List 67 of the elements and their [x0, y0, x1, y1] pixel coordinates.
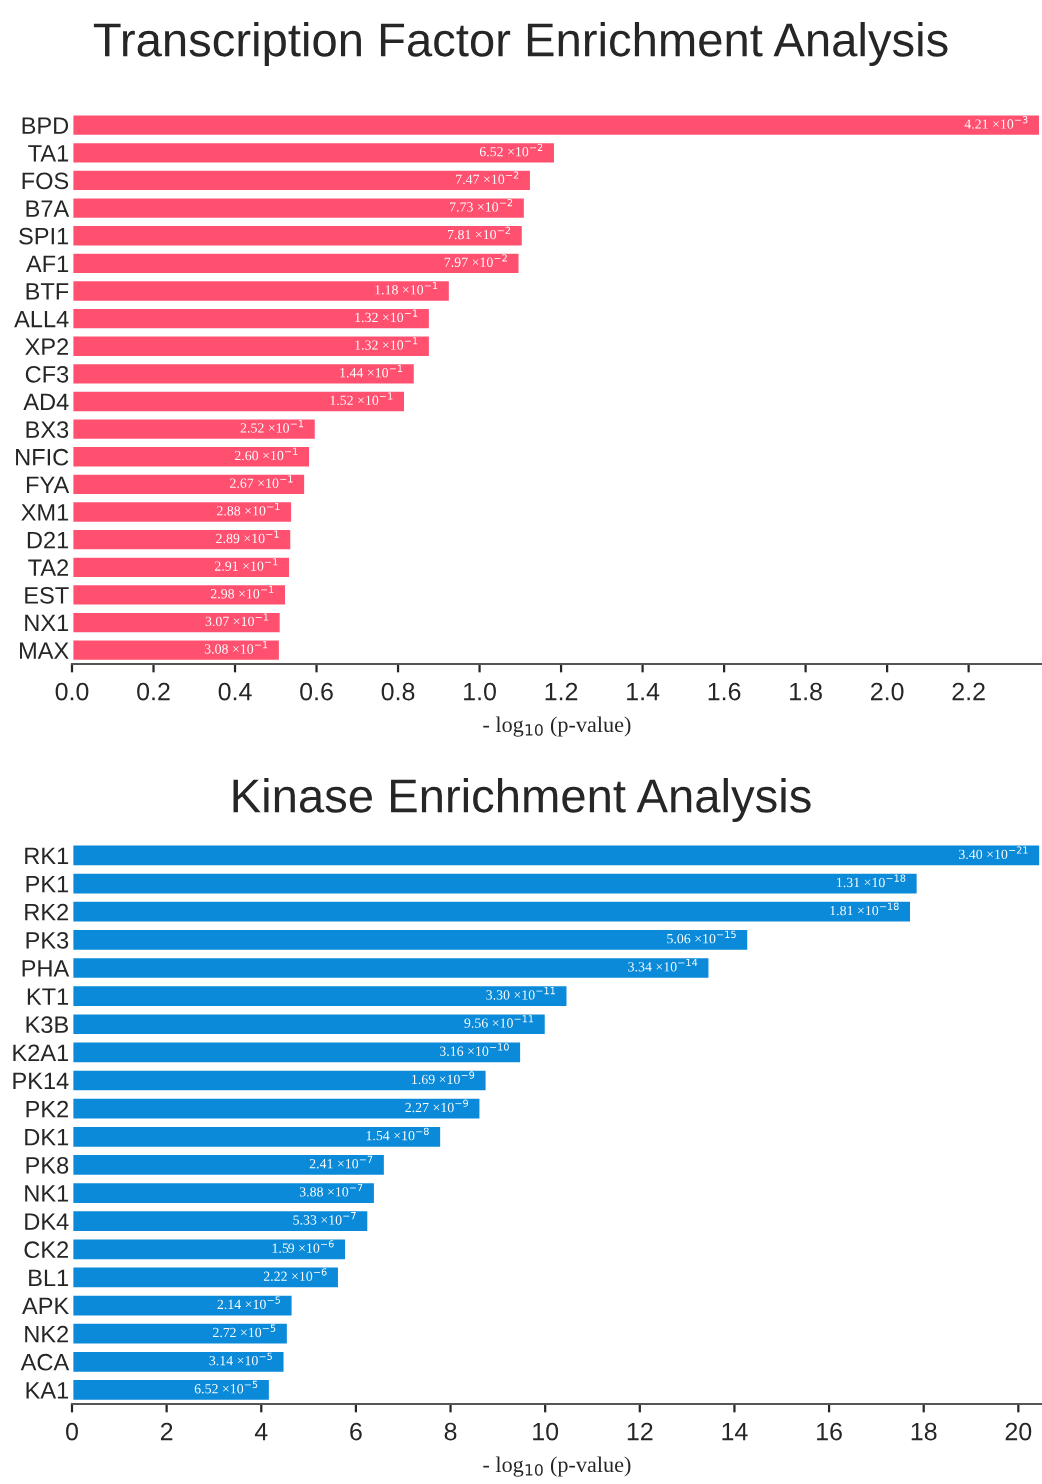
y-tick-label: NK2 [25, 1325, 69, 1343]
x-tick-label: 1.0 [464, 682, 496, 701]
x-axis-title: - log$_{10}$ (p-value) [483, 1456, 631, 1477]
x-tick-label: 1.6 [708, 682, 741, 701]
y-tick-label: KT1 [27, 988, 69, 1005]
y-tick-label: D21 [27, 531, 69, 549]
y-tick-label: NK1 [25, 1185, 69, 1202]
y-tick-label: DK4 [25, 1213, 69, 1230]
y-tick-label: PHA [22, 960, 70, 977]
y-tick-label: BPD [22, 117, 69, 134]
y-tick-label: TA1 [28, 145, 69, 162]
y-tick-label: K2A1 [13, 1044, 69, 1061]
y-tick-label: PK3 [26, 931, 69, 949]
y-tick-label: APK [22, 1297, 69, 1315]
y-tick-label: DK1 [25, 1129, 69, 1146]
y-tick-label: XP2 [25, 338, 69, 355]
y-tick-label: BTF [26, 283, 69, 300]
chart-title: Kinase Enrichment Analysis [233, 777, 811, 823]
y-tick-label: CK2 [24, 1241, 69, 1259]
y-tick-label: TA2 [28, 559, 69, 576]
y-tick-label: BX3 [26, 421, 69, 438]
x-tick-label: 0.6 [300, 682, 333, 701]
y-tick-label: PK14 [13, 1072, 69, 1090]
x-tick-label: 16 [817, 1422, 842, 1441]
x-tick-label: 1.8 [790, 682, 822, 701]
y-tick-label: SPI1 [19, 227, 69, 245]
y-tick-label: PK2 [26, 1100, 69, 1118]
x-tick-label: 14 [722, 1422, 748, 1441]
chart-title: Transcription Factor Enrichment Analysis [93, 21, 948, 67]
y-tick-label: RK1 [25, 847, 69, 865]
x-tick-label: 0.4 [218, 682, 252, 701]
x-tick-label: 0.2 [137, 682, 170, 701]
x-tick-label: 8 [444, 1422, 457, 1441]
y-tick-label: CF3 [25, 365, 69, 383]
y-tick-label: ACA [20, 1353, 70, 1371]
x-tick-label: 1.4 [627, 682, 660, 701]
x-tick-label: 10 [533, 1422, 559, 1441]
y-tick-label: AF1 [25, 255, 69, 272]
x-tick-label: 18 [911, 1422, 937, 1441]
y-tick-label: MAX [19, 642, 69, 659]
y-tick-label: PK8 [26, 1156, 69, 1174]
y-tick-label: NFIC [16, 448, 69, 466]
y-tick-label: ALL4 [14, 310, 69, 328]
y-tick-label: EST [25, 586, 69, 604]
y-tick-label: FYA [26, 476, 70, 493]
y-tick-label: K3B [26, 1016, 68, 1034]
x-tick-label: 1.2 [545, 682, 578, 701]
y-tick-label: BL1 [29, 1269, 69, 1286]
y-tick-label: RK2 [25, 903, 69, 921]
y-tick-label: KA1 [26, 1382, 69, 1399]
y-tick-label: B7A [26, 200, 70, 217]
y-tick-label: AD4 [23, 393, 69, 411]
x-tick-label: 0 [66, 1422, 78, 1441]
x-tick-label: 2 [160, 1422, 173, 1441]
y-tick-label: FOS [22, 172, 69, 190]
y-tick-label: NX1 [25, 614, 69, 632]
x-axis-title: - log$_{10}$ (p-value) [483, 716, 631, 737]
y-tick-label: PK1 [26, 875, 69, 893]
y-tick-label: XM1 [21, 504, 69, 521]
x-tick-label: 2.0 [871, 682, 904, 701]
x-tick-label: 6 [350, 1422, 362, 1441]
x-tick-label: 4 [254, 1422, 268, 1441]
x-tick-label: 12 [627, 1422, 653, 1441]
x-tick-label: 2.2 [952, 682, 985, 701]
x-tick-label: 0.8 [381, 682, 415, 701]
x-tick-label: 20 [1005, 1422, 1032, 1441]
x-tick-label: 0.0 [55, 682, 89, 701]
